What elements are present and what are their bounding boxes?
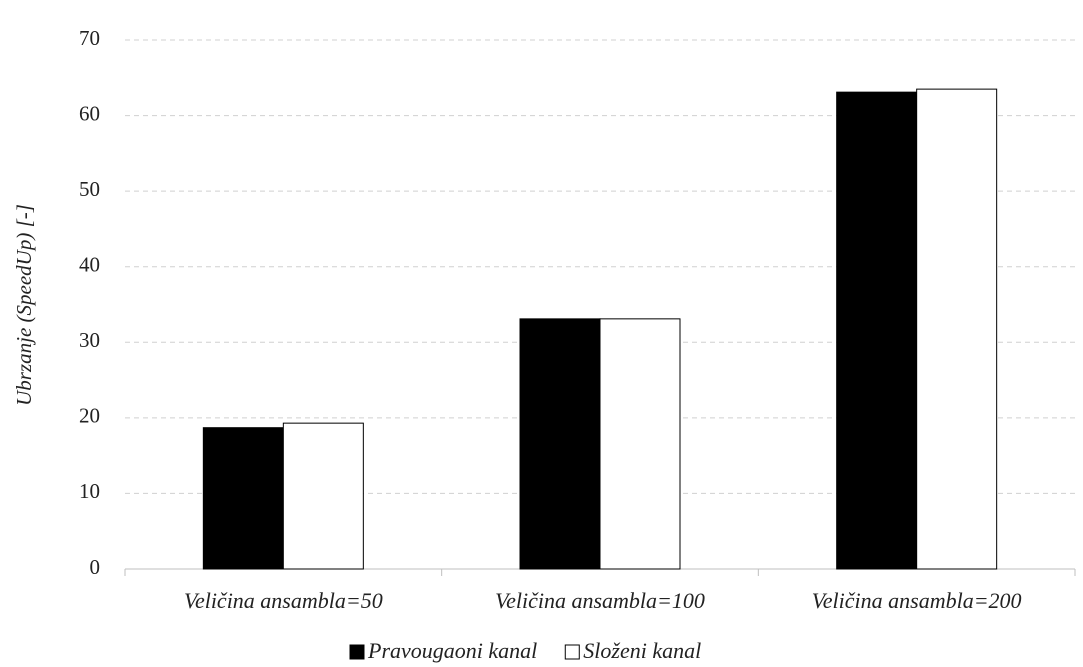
legend-label: Pravougaoni kanal bbox=[367, 638, 537, 663]
y-tick-label: 30 bbox=[79, 328, 100, 352]
bar bbox=[202, 427, 284, 570]
y-tick-label: 20 bbox=[79, 404, 100, 428]
x-tick-label: Veličina ansambla=200 bbox=[812, 588, 1022, 613]
y-tick-label: 70 bbox=[79, 26, 100, 50]
legend-swatch bbox=[564, 644, 580, 660]
x-tick-label: Veličina ansambla=50 bbox=[184, 588, 383, 613]
bar bbox=[599, 318, 681, 570]
legend-swatch bbox=[349, 644, 365, 660]
bar bbox=[282, 422, 364, 570]
y-tick-label: 50 bbox=[79, 177, 100, 201]
y-tick-label: 60 bbox=[79, 101, 100, 125]
y-tick-label: 10 bbox=[79, 479, 100, 503]
y-tick-label: 40 bbox=[79, 253, 100, 277]
bar bbox=[916, 88, 998, 570]
y-axis-label: Ubrzanje (SpeedUp) [-] bbox=[12, 204, 36, 406]
legend-label: Složeni kanal bbox=[583, 638, 701, 663]
x-tick-label: Veličina ansambla=100 bbox=[495, 588, 705, 613]
y-tick-label: 0 bbox=[90, 555, 101, 579]
bar bbox=[836, 91, 918, 570]
bar bbox=[519, 318, 601, 570]
